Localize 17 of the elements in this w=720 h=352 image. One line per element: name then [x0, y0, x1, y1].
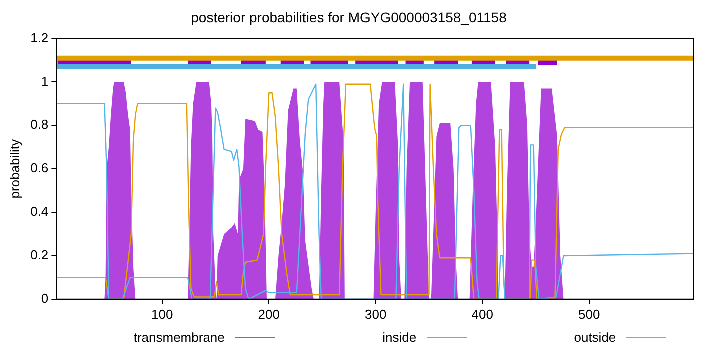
- y-tick-label: 0.2: [30, 248, 49, 263]
- y-tick-label: 0.6: [30, 160, 49, 176]
- x-tick-label: 100: [152, 306, 174, 322]
- y-tick-label: 1.2: [30, 30, 49, 46]
- x-tick-label: 200: [258, 306, 280, 322]
- y-axis-title: probability: [7, 138, 22, 199]
- chart-title: posterior probabilities for MGYG000003158_01158: [191, 9, 508, 26]
- x-tick-label: 400: [472, 306, 494, 322]
- y-tick-label: 0.8: [30, 117, 49, 132]
- x-tick-label: 500: [578, 306, 600, 322]
- legend-label: inside: [382, 330, 417, 344]
- legend-label: outside: [574, 330, 616, 344]
- legend-label: transmembrane: [134, 330, 225, 344]
- y-tick-label: 0: [41, 290, 49, 306]
- x-tick-label: 300: [365, 306, 387, 322]
- y-tick-label: 0.4: [30, 204, 49, 220]
- y-tick-label: 1: [41, 74, 49, 89]
